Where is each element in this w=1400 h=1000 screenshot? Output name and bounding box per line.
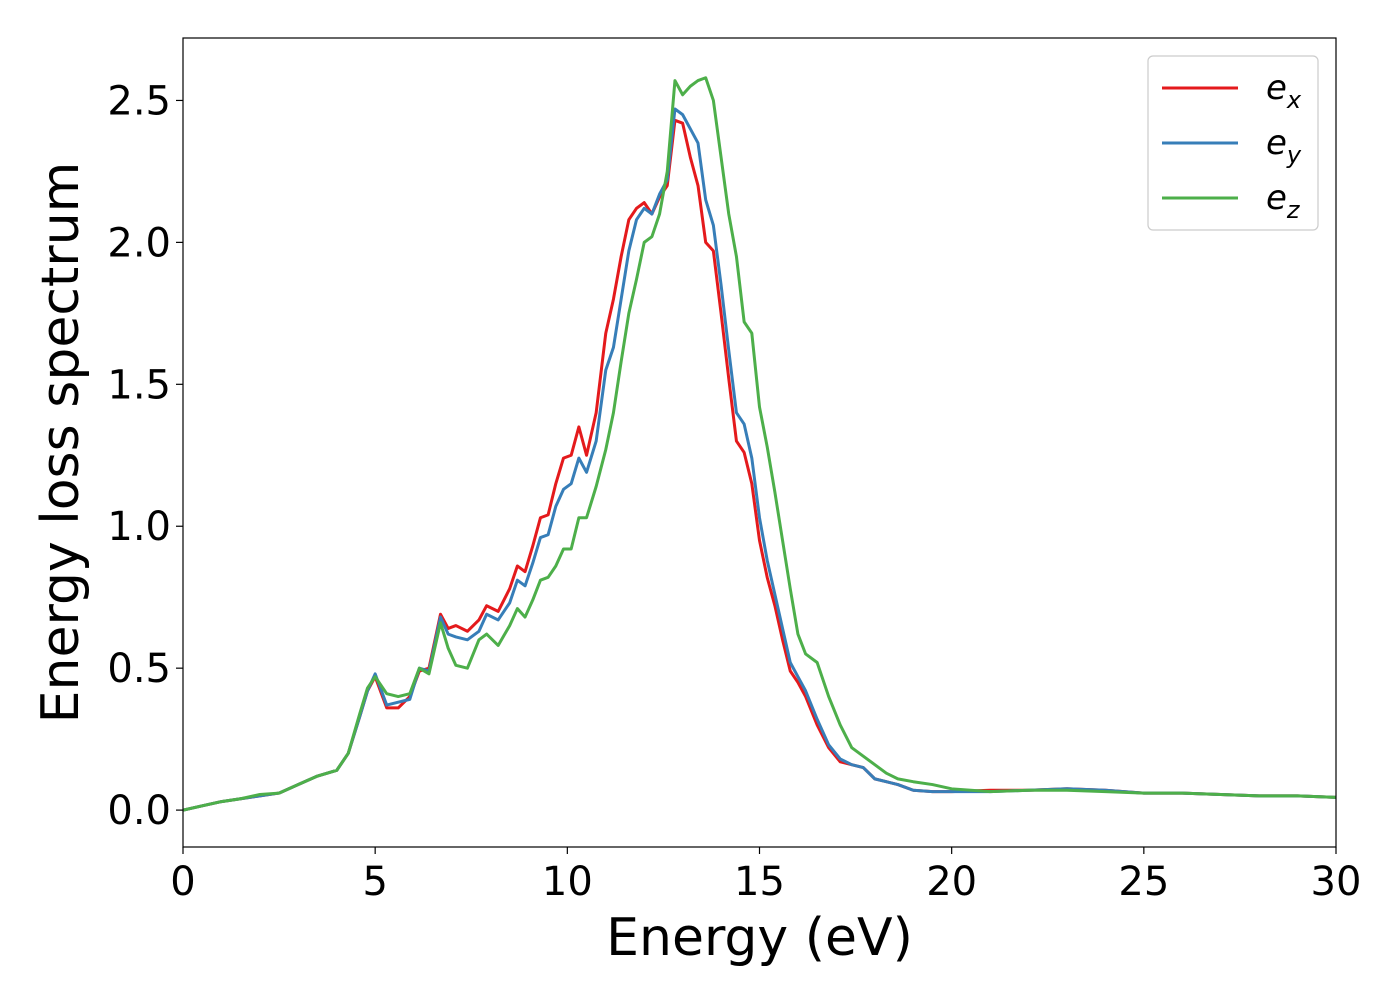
y-tick-label: 0.0 xyxy=(107,788,171,834)
y-tick-label: 1.0 xyxy=(107,504,171,550)
y-tick-label: 2.5 xyxy=(107,78,171,124)
x-tick-label: 0 xyxy=(170,859,195,905)
legend-label-x: ex xyxy=(1266,68,1302,114)
plot-area xyxy=(182,37,1337,848)
y-tick-label: 1.5 xyxy=(107,362,171,408)
legend: ex ey ez xyxy=(1147,55,1319,231)
y-axis-ticks: 0.0 0.5 1.0 1.5 2.0 2.5 xyxy=(107,78,183,834)
y-tick-label: 0.5 xyxy=(107,646,171,692)
x-axis-ticks: 0 5 10 15 20 25 30 xyxy=(170,847,1361,905)
y-tick-label: 2.0 xyxy=(107,220,171,266)
x-axis-title: Energy (eV) xyxy=(606,908,913,968)
x-tick-label: 20 xyxy=(926,859,977,905)
x-tick-label: 15 xyxy=(734,859,785,905)
x-tick-label: 10 xyxy=(542,859,593,905)
x-tick-label: 25 xyxy=(1118,859,1169,905)
x-tick-label: 30 xyxy=(1311,859,1362,905)
legend-label-z: ez xyxy=(1266,178,1301,224)
series-line-y xyxy=(183,107,1336,812)
legend-label-y: ey xyxy=(1266,123,1302,169)
y-axis-title: Energy loss spectrum xyxy=(31,162,91,724)
x-tick-label: 5 xyxy=(362,859,387,905)
series-line-z xyxy=(183,76,1336,812)
